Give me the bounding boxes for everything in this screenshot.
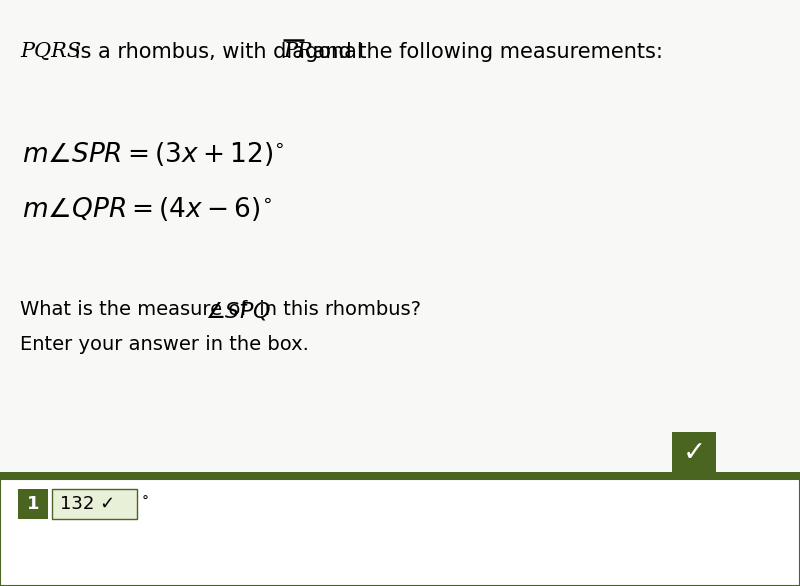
Bar	[0, 472, 800, 479]
Text: and the following measurements:: and the following measurements:	[306, 42, 663, 62]
Text: °: °	[142, 495, 149, 509]
Text: PQRS: PQRS	[20, 42, 81, 61]
Bar	[0, 479, 800, 586]
Text: is a rhombus, with diagonal: is a rhombus, with diagonal	[68, 42, 370, 62]
Text: Enter your answer in the box.: Enter your answer in the box.	[20, 335, 309, 354]
Text: $m\angle SPR = (3x + 12)^{\circ}$: $m\angle SPR = (3x + 12)^{\circ}$	[22, 140, 285, 168]
Text: ✓: ✓	[682, 440, 706, 468]
Text: PR: PR	[283, 42, 313, 61]
Text: 1: 1	[26, 495, 39, 513]
Text: in this rhombus?: in this rhombus?	[253, 300, 421, 319]
Bar	[672, 431, 716, 475]
Text: $\angle SPQ$: $\angle SPQ$	[205, 299, 271, 322]
Text: $m\angle QPR = (4x - 6)^{\circ}$: $m\angle QPR = (4x - 6)^{\circ}$	[22, 195, 272, 223]
Bar	[52, 489, 137, 519]
Text: 132 ✓: 132 ✓	[60, 495, 115, 513]
Bar	[18, 489, 48, 519]
Text: What is the measure of: What is the measure of	[20, 300, 254, 319]
